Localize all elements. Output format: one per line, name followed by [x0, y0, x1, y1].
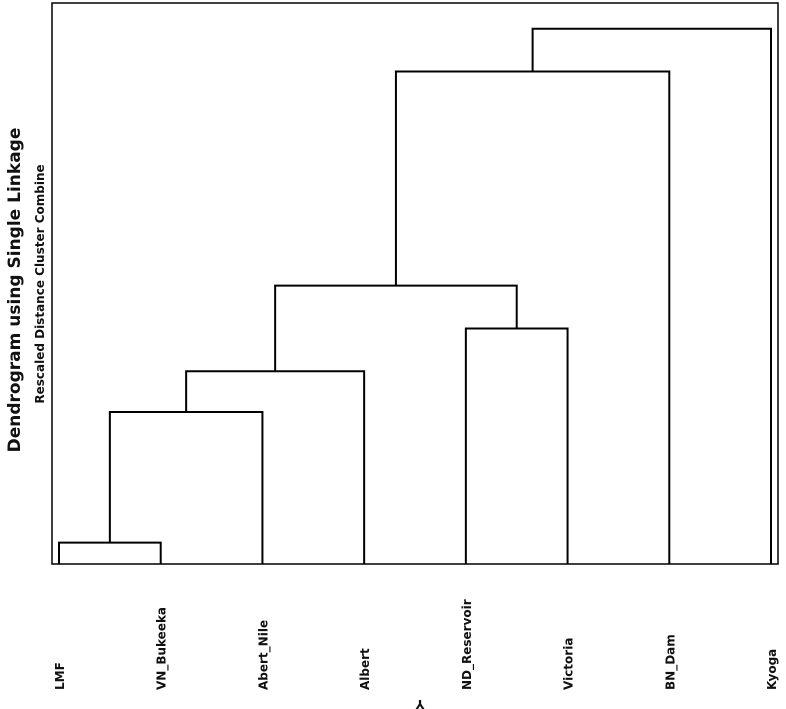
leaf-label: LMF — [53, 662, 67, 690]
link — [531, 27, 772, 564]
leaf-label: Victoria — [562, 638, 576, 690]
link — [394, 70, 671, 564]
link — [464, 327, 569, 564]
leaf-label: Albert — [358, 648, 372, 690]
link — [108, 410, 264, 564]
leaf-label: Abert_Nile — [256, 620, 271, 690]
plot-frame — [51, 2, 779, 565]
leaf-label: ND_Reservoir — [460, 599, 475, 690]
link — [58, 541, 162, 564]
leaf-label: VN_Bukeeka — [155, 607, 170, 690]
leaf-label: BN_Dam — [663, 634, 678, 690]
x-axis-label: Y — [415, 697, 425, 709]
link — [185, 370, 366, 564]
chart-subtitle: Rescaled Distance Cluster Combine — [33, 164, 47, 403]
leaf-label: Kyoga — [765, 649, 779, 690]
chart-title: Dendrogram using Single Linkage — [5, 128, 25, 453]
